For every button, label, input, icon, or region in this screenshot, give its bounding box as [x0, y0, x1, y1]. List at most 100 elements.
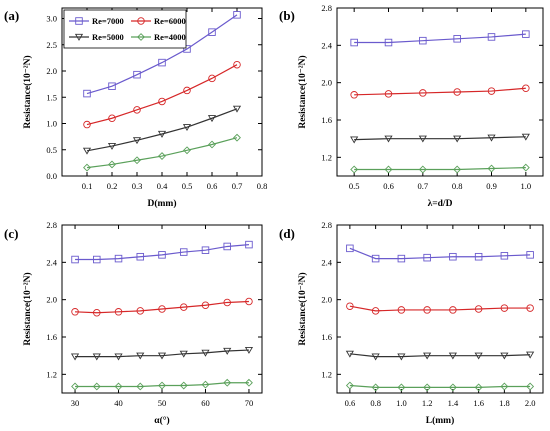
x-tick-label: 0.8: [257, 181, 268, 191]
data-point: [83, 89, 91, 98]
data-point: [418, 165, 427, 174]
y-axis-title: Resistance(10⁻²N): [297, 55, 308, 128]
y-tick-label: 1.6: [46, 332, 57, 342]
data-point: [93, 255, 101, 264]
y-tick-label: 0.5: [46, 145, 57, 155]
data-point: [201, 349, 210, 357]
data-point: [448, 352, 457, 360]
chart-panel: (a) 0.1 0.2 0.3 0.4 0.5 0.6 0.7 0.8 0.0 0.5 1.0 1.5 2…: [4, 7, 268, 209]
y-axis-title: Resistance(10⁻²N): [297, 272, 308, 345]
x-tick-label: 0.8: [452, 181, 463, 191]
y-tick-label: 1.0: [46, 119, 57, 129]
data-point: [208, 140, 216, 149]
legend-marker: [137, 33, 145, 41]
data-point: [384, 38, 393, 47]
x-tick-label: 0.9: [486, 181, 497, 191]
x-tick-label: 1.4: [448, 398, 459, 408]
data-point: [487, 164, 496, 173]
data-point: [179, 381, 188, 390]
chart-panel: (d) 0.6 0.8 1.0 1.2 1.4 1.6 1.8 2.0 1.2 1.6 2.0 2.4 2…: [279, 220, 544, 426]
data-point: [223, 378, 232, 387]
y-tick-label: 1.5: [46, 92, 57, 102]
y-tick-label: 2.4: [321, 40, 332, 50]
y-tick-label: 1.2: [46, 369, 57, 379]
data-point: [158, 97, 166, 106]
data-point: [526, 382, 535, 391]
data-point: [345, 350, 354, 358]
data-point: [92, 382, 101, 391]
y-tick-label: 2.8: [321, 3, 332, 13]
series-line: [86, 14, 238, 95]
data-point: [397, 254, 406, 263]
legend-marker: [75, 17, 83, 25]
panel-label: (c): [4, 226, 18, 241]
data-point: [500, 382, 509, 391]
data-point: [183, 146, 191, 155]
data-point: [136, 252, 145, 261]
data-point: [71, 255, 79, 264]
data-point: [133, 70, 141, 79]
series-line: [354, 87, 526, 96]
x-tick-label: 50: [158, 398, 167, 408]
data-point: [136, 307, 145, 315]
y-tick-label: 2.0: [321, 295, 332, 305]
y-tick-label: 2.0: [46, 295, 57, 305]
data-point: [245, 378, 253, 387]
x-tick-label: 1.2: [422, 398, 433, 408]
y-axis-title: Resistance(10⁻²N): [22, 272, 33, 345]
data-point: [474, 383, 483, 392]
legend-label: Re=5000: [92, 32, 124, 42]
x-tick-label: 2.0: [525, 398, 536, 408]
data-point: [419, 89, 427, 97]
x-tick-label: 0.8: [370, 398, 381, 408]
series-re7000: [71, 240, 253, 264]
data-point: [114, 254, 123, 263]
data-point: [132, 137, 142, 145]
series-line: [86, 64, 238, 126]
data-point: [157, 352, 167, 360]
data-point: [487, 33, 496, 41]
data-point: [245, 297, 253, 306]
data-point: [474, 252, 483, 261]
data-point: [223, 347, 232, 355]
data-point: [83, 120, 91, 129]
y-tick-label: 2.8: [46, 220, 57, 230]
data-point: [453, 88, 461, 96]
legend-marker: [74, 33, 84, 41]
series-re4000: [71, 378, 253, 391]
data-point: [487, 87, 496, 95]
data-point: [82, 147, 92, 155]
data-point: [108, 114, 116, 122]
data-point: [207, 115, 217, 123]
series-re6000: [71, 297, 253, 317]
data-point: [384, 90, 393, 98]
series-line: [75, 349, 249, 358]
x-axis-title: λ=d/D: [428, 199, 453, 209]
x-tick-label: 0.3: [132, 181, 143, 191]
data-point: [449, 306, 457, 314]
y-tick-label: 1.6: [321, 332, 332, 342]
series-line: [86, 108, 238, 152]
panel-label: (b): [279, 8, 295, 23]
data-point: [244, 346, 254, 354]
legend-label: Re=7000: [92, 16, 124, 26]
data-point: [114, 308, 123, 316]
data-point: [108, 160, 116, 169]
plot-frame: [336, 224, 544, 394]
data-point: [346, 302, 354, 310]
y-tick-label: 2.0: [46, 66, 57, 76]
y-axis-title: Resistance(10⁻²N): [22, 55, 33, 128]
y-tick-label: 2.5: [46, 40, 57, 50]
data-point: [233, 133, 241, 142]
data-point: [201, 246, 210, 254]
data-point: [179, 303, 188, 311]
series-re5000: [350, 133, 530, 144]
x-tick-label: 30: [71, 398, 80, 408]
data-point: [183, 45, 191, 53]
data-point: [201, 380, 210, 389]
x-tick-label: 0.6: [345, 398, 356, 408]
y-tick-label: 2.4: [46, 257, 57, 267]
y-tick-label: 2.0: [321, 78, 332, 88]
data-point: [345, 381, 354, 390]
